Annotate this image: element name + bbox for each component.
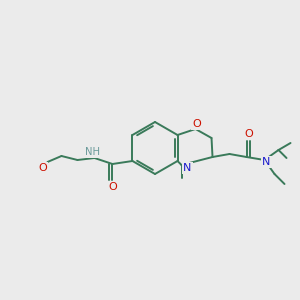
Text: N: N xyxy=(262,157,271,167)
Text: O: O xyxy=(244,129,253,139)
Text: NH: NH xyxy=(85,147,100,157)
Text: O: O xyxy=(192,119,201,129)
Text: O: O xyxy=(38,163,47,173)
Text: N: N xyxy=(183,163,192,173)
Text: O: O xyxy=(108,182,117,192)
